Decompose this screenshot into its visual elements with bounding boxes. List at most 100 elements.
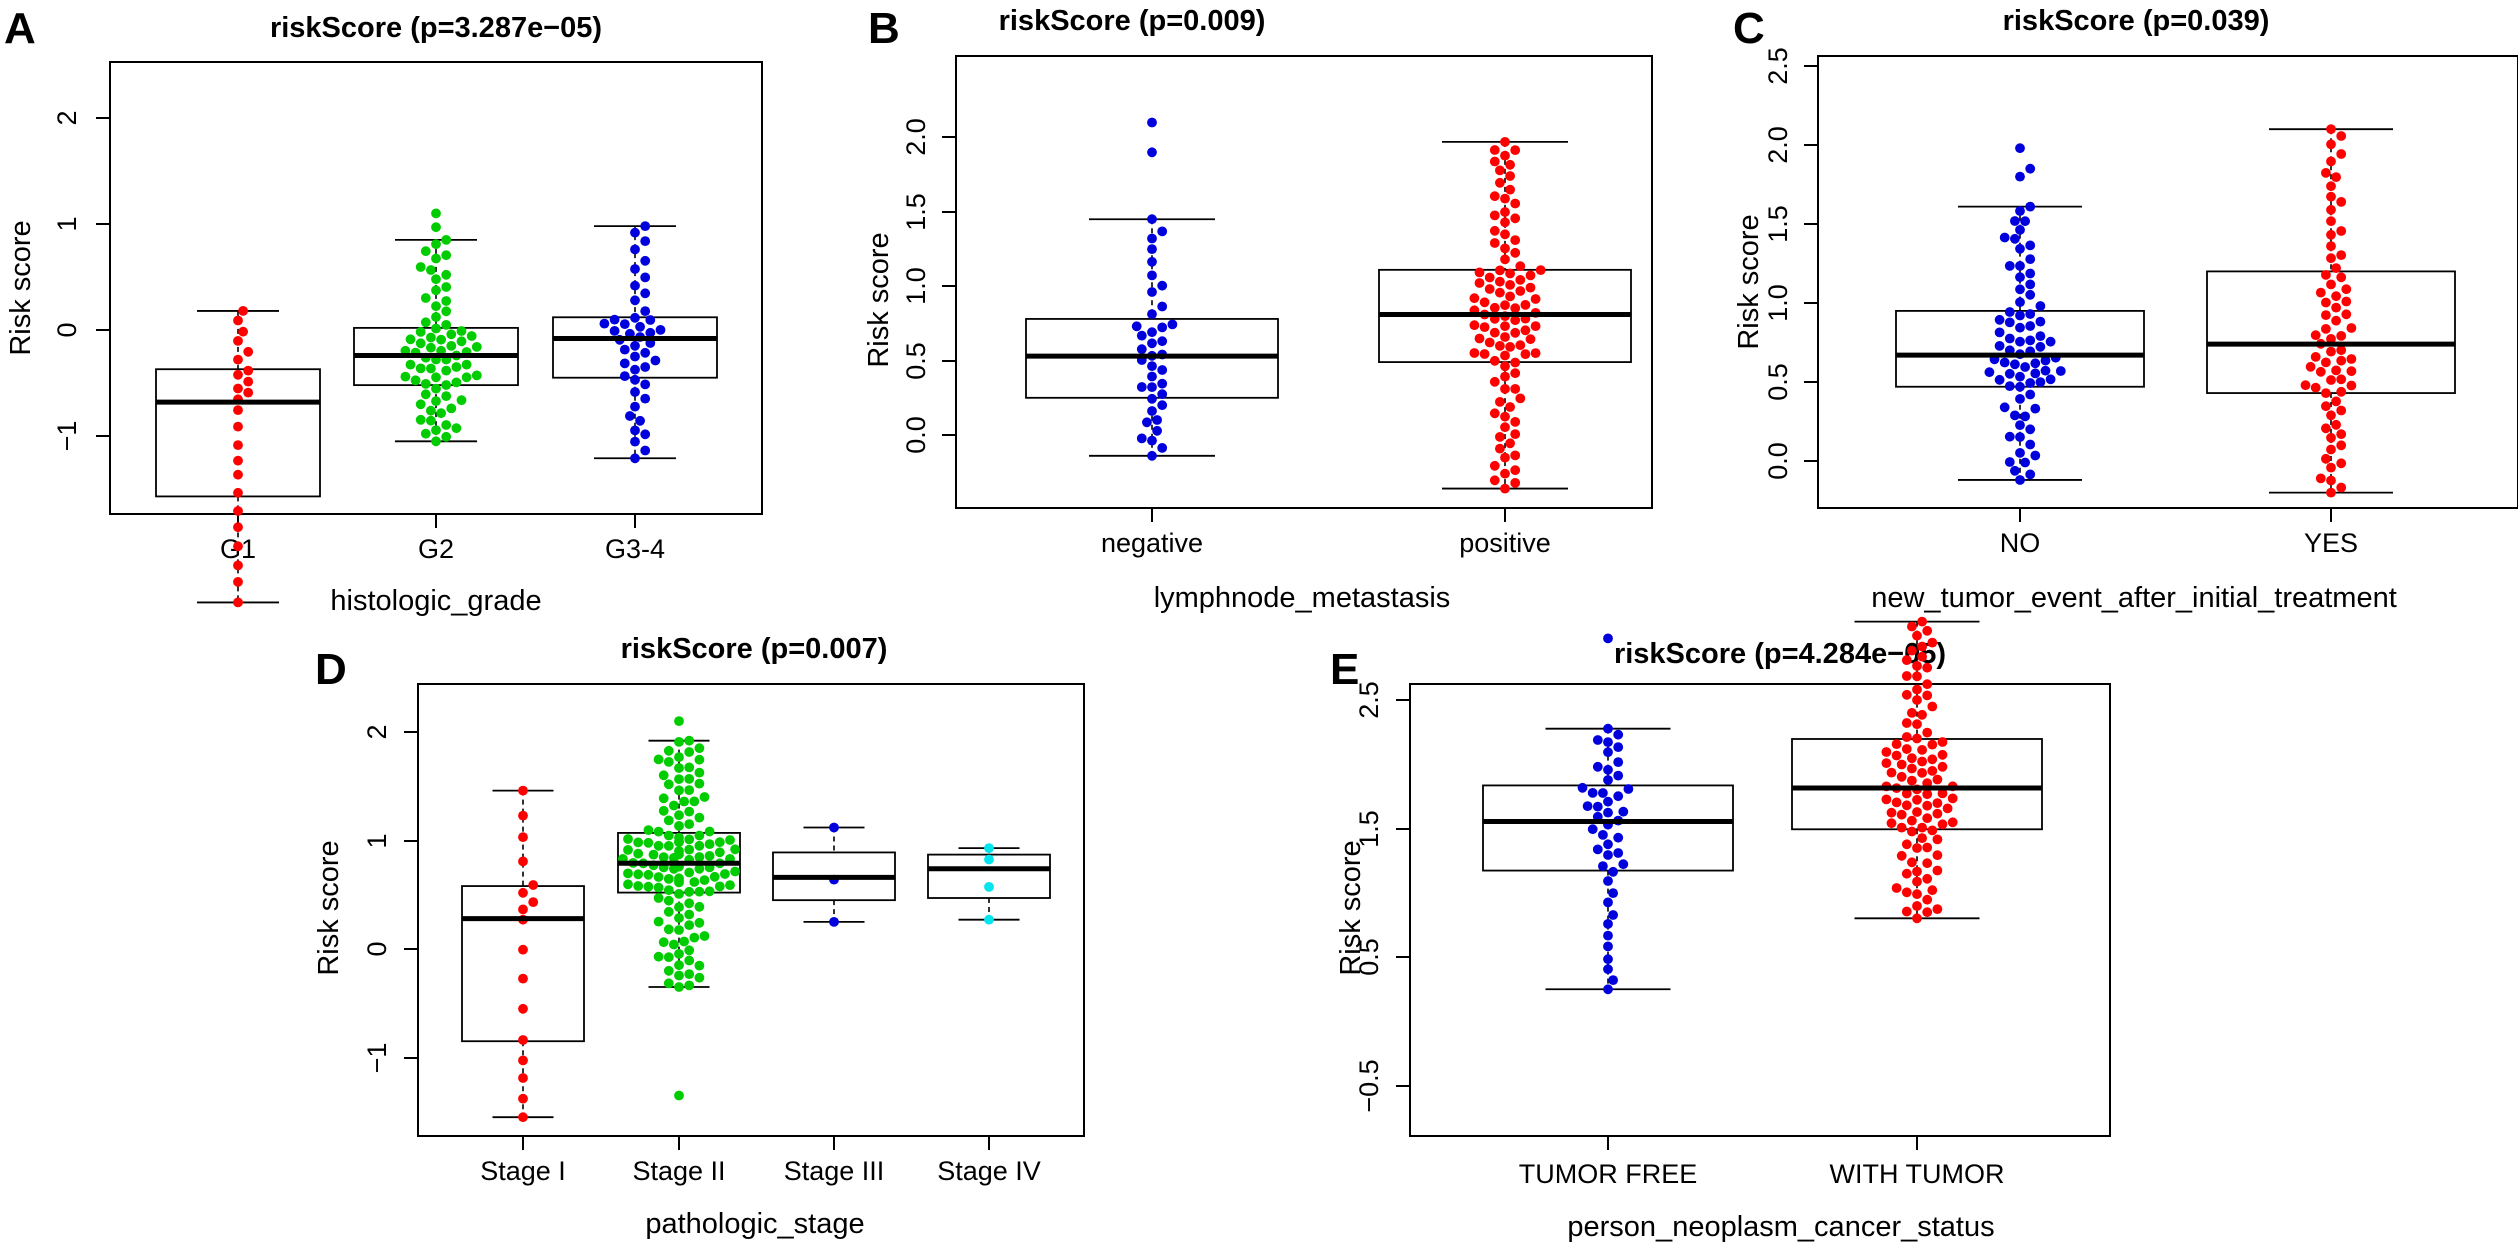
panel-d-group-1-point-1 [684,980,695,991]
panel-a-group-1-point-41 [446,341,457,351]
panel-d-group-1-point-34 [684,886,695,897]
panel-c-group-1-point-24 [2315,366,2326,377]
panel-c-group-0-point-44 [2025,335,2036,346]
panel-e-group-1-point-35 [1896,809,1907,820]
panel-d-group-1-point-123 [653,754,664,765]
panel-b-group-1-point-90 [1505,184,1515,195]
panel-c-group-0-point-60 [2025,279,2036,290]
panel-e-group-1-point-61 [1896,759,1907,770]
panel-b-group-0-point-16 [1147,361,1157,371]
panel-a-group-1-point-11 [415,399,426,410]
panel-a-group-2-point-4 [630,425,640,436]
panel-a-group-2-point-3 [640,429,651,440]
panel-d-group-1-point-124 [674,752,684,762]
panel-b-group-1-point-57 [1479,297,1490,308]
panel-d-group-1-point-101 [663,815,674,826]
panel-b-group-0-point-7 [1147,406,1157,416]
panel-e-group-0-point-10 [1603,876,1613,886]
panel-a-group-1-point-47 [466,331,477,341]
panel-e-group-1-point-16 [1922,858,1933,869]
panel-b-group-1-point-15 [1489,408,1500,419]
panel-e-group-1-point-64 [1917,756,1927,767]
panel-c-group-1-point-25 [2346,366,2357,377]
panel-e-group-1-point-4 [1912,901,1922,911]
panel-c-group-0-point-34 [2040,355,2051,366]
panel-e-group-1-point-69 [1881,747,1892,757]
panel-e-group-1-point-39 [1922,800,1933,811]
panel-b-ytick-label-4: 2.0 [901,118,931,156]
panel-c-group-0-point-68 [2010,233,2020,244]
panel-a-group-0-point-11 [233,405,243,415]
panel-b-frame [955,55,1653,509]
panel-a-group-1-point-14 [441,391,452,401]
panel-b-group-1-point-92 [1505,171,1515,181]
panel-d-group-1-point-10 [663,952,674,963]
panel-d-marks [461,716,1051,1123]
panel-e-y-axis: −0.5 0.5 1.5 2.5 [1354,681,1411,1113]
panel-c-group-0-point-76 [2025,163,2036,174]
panel-a-group-0 [155,306,321,608]
panel-a-group-1-point-64 [415,262,426,272]
panel-b-group-1-point-21 [1489,376,1500,387]
panel-c-group-1-point-69 [2326,124,2336,135]
panel-d-group-1-point-47 [674,875,684,885]
panel-b-group-1-point-5 [1489,460,1500,471]
panel-b-group-1-point-20 [1500,384,1510,394]
panel-a-group-1-point-22 [431,372,441,383]
panel-e-group-1-point-9 [1891,883,1902,893]
panel-c-group-1-point-22 [2326,375,2336,385]
panel-d-group-1-point-5 [684,969,695,979]
panel-e-group-1-point-47 [1937,788,1948,799]
panel-d-group-1-point-35 [663,885,674,895]
panel-d-group-1-point-38 [714,881,725,892]
panel-e-group-0-point-38 [1613,757,1624,767]
panel-c-group-1-point-27 [2305,361,2316,372]
panel-c-group-0-point-15 [1999,402,2010,413]
panel-c-group-1-point-33 [2336,345,2347,356]
panel-e-group-1-point-66 [1891,750,1902,761]
panel-d-ytick-label-2: 1 [362,833,392,848]
panel-e-group-1-point-86 [1922,679,1933,690]
panel-c-group-1-point-5 [2336,458,2347,469]
panel-d-group-1-point-112 [674,785,684,796]
panel-a-group-0-point-19 [243,346,254,357]
panel-b-group-1-point-74 [1535,265,1546,275]
panel-c-group-1-point-63 [2331,172,2342,183]
panel-c-group-0-point-27 [1984,367,1995,378]
panel-d-group-2-point-2 [829,822,839,833]
panel-d-group-0-point-3 [518,1055,528,1066]
panel-d-group-1-point-22 [694,917,705,928]
panel-e-ytick-label-0: −0.5 [1354,1059,1384,1112]
panel-e-group-1-point-6 [1912,889,1922,900]
panel-c-group-0-point-70 [2015,225,2025,235]
panel-d-group-1-point-114 [694,778,705,789]
panel-b-ytick-label-3: 1.5 [901,193,931,231]
panel-b-group-0-point-3 [1136,433,1147,444]
panel-e-group-0-point-45 [1603,633,1613,644]
panel-a-group-2-point-15 [619,358,630,369]
panel-d-group-1-point-25 [684,909,695,920]
panel-a-group-1-point-10 [446,403,457,414]
panel-b-y-axis: 0.0 0.5 1.0 1.5 2.0 [901,118,957,454]
panel-d-group-1-point-95 [694,830,705,841]
panel-c-group-0-point-2 [2010,465,2020,476]
panel-d-group-1-point-55 [623,868,633,879]
panel-c-x-axis: NO YES [2000,507,2358,558]
panel-a-group-1-point-46 [426,332,436,343]
panel-c-group-1-point-21 [2346,380,2357,391]
panel-b-group-1-point-93 [1495,165,1505,176]
panel-e-group-1-point-10 [1912,876,1922,887]
panel-e-group-0-point-42 [1592,735,1603,745]
panel-e-group-1-point-58 [1927,766,1938,776]
panel-e-group-0-point-27 [1582,801,1593,811]
panel-e-group-1-point-95 [1927,637,1938,648]
panel-a-group-1 [353,208,519,447]
panel-e-group-0-point-35 [1613,770,1624,781]
panel-e-group-1-point-84 [1901,689,1912,700]
panel-a-group-2-point-1 [640,445,651,456]
panel-d-group-1-point-17 [689,932,700,943]
panel-a-group-2-point-19 [619,344,630,355]
panel-c-group-1-point-7 [2326,444,2336,455]
panel-c-y-axis: 0.0 0.5 1.0 1.5 2.0 2.5 [1763,47,1819,480]
panel-a-group-2-point-10 [640,379,651,390]
